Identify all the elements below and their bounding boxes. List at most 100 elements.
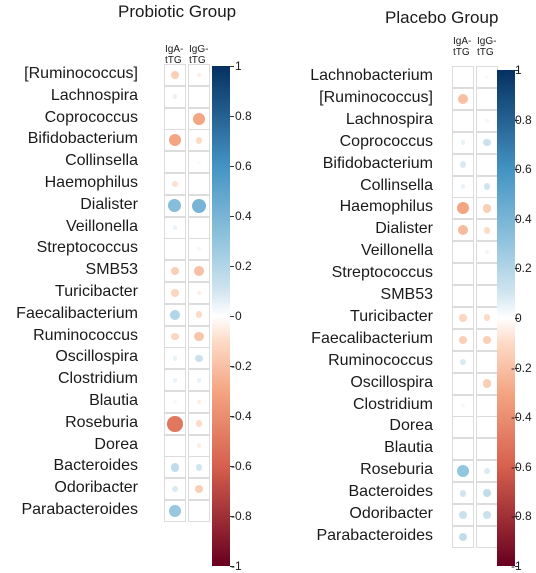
placebo-correlation-dot: [485, 447, 489, 451]
placebo-correlation-dot: [460, 140, 466, 146]
placebo-heatmap-cell: [452, 350, 474, 373]
probiotic-colorbar-tickmark: [230, 416, 234, 417]
probiotic-heatmap-cell: [188, 303, 210, 326]
placebo-heatmap-cell: [476, 416, 498, 439]
probiotic-colorbar-tick-label: -0.2: [231, 359, 252, 373]
placebo-correlation-dot: [458, 532, 468, 542]
placebo-heatmap-cell: [452, 328, 474, 351]
placebo-row-label: Coprococcus: [339, 132, 433, 150]
placebo-heatmap-cell: [476, 219, 498, 242]
placebo-heatmap-cell: [476, 306, 498, 329]
placebo-heatmap-cell: [452, 109, 474, 132]
placebo-correlation-dot: [461, 403, 465, 408]
probiotic-row-label: Haemophilus: [44, 174, 138, 191]
probiotic-correlation-dot: [170, 309, 180, 320]
placebo-correlation-dot: [459, 161, 467, 168]
probiotic-correlation-dot: [170, 463, 180, 472]
probiotic-correlation-dot: [168, 199, 182, 213]
placebo-heatmap-cell: [476, 153, 498, 176]
probiotic-heatmap-cell: [164, 303, 186, 326]
placebo-correlation-dot: [461, 75, 465, 79]
placebo-row-label: Clostridium: [352, 395, 433, 413]
placebo-heatmap-cell: [452, 306, 474, 329]
probiotic-correlation-dot: [197, 247, 201, 252]
placebo-row-label: Lachnospira: [345, 110, 433, 128]
placebo-colorbar-tick-label: 0: [515, 311, 522, 325]
probiotic-heatmap-cell: [164, 325, 186, 348]
placebo-heatmap-cell: [452, 460, 474, 483]
placebo-heatmap-cell: [476, 525, 498, 548]
probiotic-correlation-dot: [172, 94, 178, 100]
placebo-row-label: Blautia: [384, 439, 433, 457]
placebo-row-label: Streptococcus: [331, 264, 433, 282]
placebo-correlation-dot: [485, 163, 489, 167]
probiotic-correlation-dot: [197, 509, 201, 513]
probiotic-row-label: Dorea: [94, 435, 138, 453]
placebo-heatmap-cell: [452, 219, 474, 242]
placebo-correlation-dot: [485, 250, 489, 255]
probiotic-colorbar-tickmark: [230, 216, 234, 217]
placebo-colorbar-tick-label: 0.8: [515, 112, 532, 127]
probiotic-colorbar: [212, 66, 230, 566]
placebo-correlation-dot: [485, 404, 489, 407]
probiotic-heatmap-cell: [188, 412, 210, 435]
probiotic-colorbar-tickmark: [230, 316, 234, 317]
placebo-row-label: Haemophilus: [339, 198, 433, 216]
placebo-heatmap-cell: [476, 328, 498, 351]
placebo-column-header: IgA- tTG: [453, 36, 472, 58]
probiotic-row-label: Blautia: [89, 392, 138, 409]
placebo-correlation-dot: [485, 118, 489, 123]
probiotic-heatmap-cell: [164, 238, 186, 261]
placebo-heatmap-cell: [476, 372, 498, 395]
probiotic-heatmap-cell: [188, 434, 210, 457]
probiotic-heatmap-cell: [164, 478, 186, 501]
probiotic-colorbar-tick-label: -0.8: [231, 509, 252, 523]
placebo-heatmap-cell: [452, 416, 474, 439]
placebo-heatmap-cell: [452, 66, 474, 88]
probiotic-correlation-dot: [192, 198, 206, 213]
probiotic-heatmap-cell: [164, 434, 186, 457]
placebo-colorbar-tickmark: [515, 268, 519, 270]
probiotic-correlation-dot: [196, 443, 202, 449]
probiotic-heatmap-cell: [188, 107, 210, 130]
placebo-row-label: Dialister: [375, 220, 433, 238]
placebo-colorbar-tickmark: [515, 70, 519, 71]
placebo-correlation-dot: [485, 294, 489, 298]
placebo-row-label: [Ruminococcus]: [319, 88, 433, 106]
probiotic-heatmap-cell: [164, 369, 186, 392]
placebo-colorbar-tickmark: [515, 367, 519, 369]
placebo-correlation-dot: [461, 250, 465, 254]
probiotic-heatmap-cell: [164, 194, 186, 217]
placebo-colorbar-tickmark: [515, 169, 519, 171]
probiotic-correlation-dot: [173, 400, 177, 404]
probiotic-title: Probiotic Group: [118, 2, 237, 21]
probiotic-row-label: Coprococcus: [44, 108, 138, 126]
probiotic-correlation-dot: [170, 70, 180, 80]
placebo-colorbar-tick-label: 0.4: [515, 211, 532, 226]
placebo-heatmap-cell: [452, 263, 474, 286]
placebo-heatmap-cell: [452, 372, 474, 395]
probiotic-heatmap-cell: [164, 64, 186, 86]
placebo-heatmap-cell: [452, 438, 474, 461]
placebo-row-label: Ruminococcus: [328, 351, 433, 369]
probiotic-heatmap-cell: [188, 260, 210, 283]
probiotic-heatmap-cell: [188, 194, 210, 217]
probiotic-colorbar-tick-label: 0.2: [235, 259, 252, 273]
placebo-row-label: Roseburia: [360, 461, 433, 479]
probiotic-colorbar-tickmark: [230, 366, 234, 367]
probiotic-correlation-dot: [173, 160, 177, 164]
probiotic-correlation-dot: [170, 266, 180, 276]
probiotic-row-label: Dialister: [80, 195, 138, 213]
probiotic-heatmap-cell: [188, 151, 210, 174]
probiotic-correlation-dot: [197, 95, 201, 99]
placebo-title: Placebo Group: [385, 8, 499, 27]
probiotic-colorbar-tick-label: 0: [235, 309, 242, 323]
probiotic-correlation-dot: [196, 377, 202, 383]
probiotic-row-label: Turicibacter: [55, 283, 138, 300]
placebo-correlation-dot: [461, 425, 465, 429]
placebo-correlation-dot: [459, 358, 467, 365]
placebo-colorbar-tickmark: [515, 566, 519, 567]
probiotic-heatmap-cell: [188, 64, 210, 86]
probiotic-row-label: Parabacteroides: [21, 501, 138, 518]
probiotic-heatmap-cell: [164, 347, 186, 370]
